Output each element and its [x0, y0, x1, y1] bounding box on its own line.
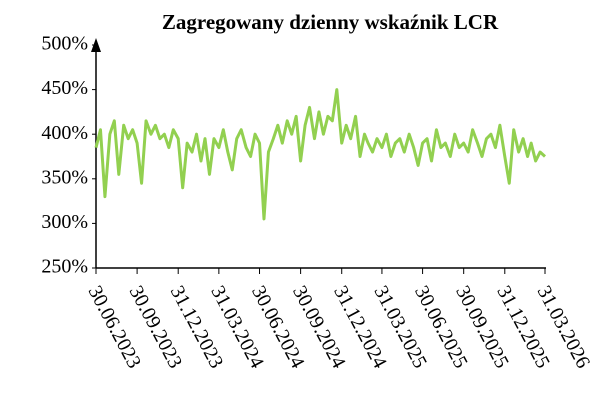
- data-line: [94, 88, 547, 221]
- y-tick-label: 250%: [41, 256, 88, 278]
- chart-title: Zagregowany dzienny wskaźnik LCR: [162, 10, 499, 34]
- y-tick-label: 450%: [41, 77, 88, 99]
- y-tick-label: 350%: [41, 166, 88, 188]
- y-tick-label: 300%: [41, 211, 88, 233]
- y-tick-label: 400%: [41, 122, 88, 144]
- y-tick-label: 500%: [41, 33, 88, 55]
